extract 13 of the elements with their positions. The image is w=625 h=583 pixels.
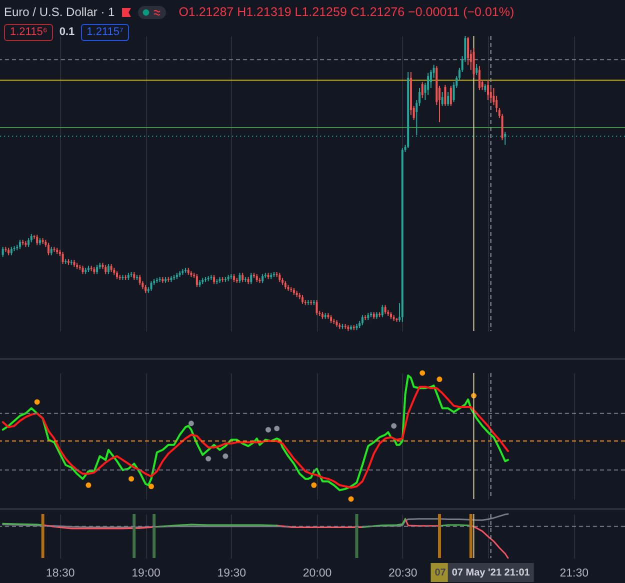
x-tick-label: 20:30 xyxy=(388,568,418,580)
x-tick-label: 19:30 xyxy=(217,568,246,580)
x-tick-label: 21:30 xyxy=(560,568,589,580)
annotation: 1.2115⁶ xyxy=(4,24,54,40)
x-tick-label: 20:00 xyxy=(302,568,332,580)
x-tick-label: 18:30 xyxy=(46,568,75,580)
text: 07 xyxy=(434,568,446,578)
chart-title: Euro / U.S. Dollar · 1 xyxy=(4,5,115,19)
ref-line-label: 07 May '21 21:01 xyxy=(452,568,530,578)
annotation: 1.2115⁷ xyxy=(80,24,130,40)
text: O1.21287 H1.21319 L1.21259 C1.21276 −0.00011 (−0.01%) xyxy=(176,5,516,19)
x-tick-label: 19:00 xyxy=(132,568,160,580)
annotation: 0.1 xyxy=(59,24,75,40)
